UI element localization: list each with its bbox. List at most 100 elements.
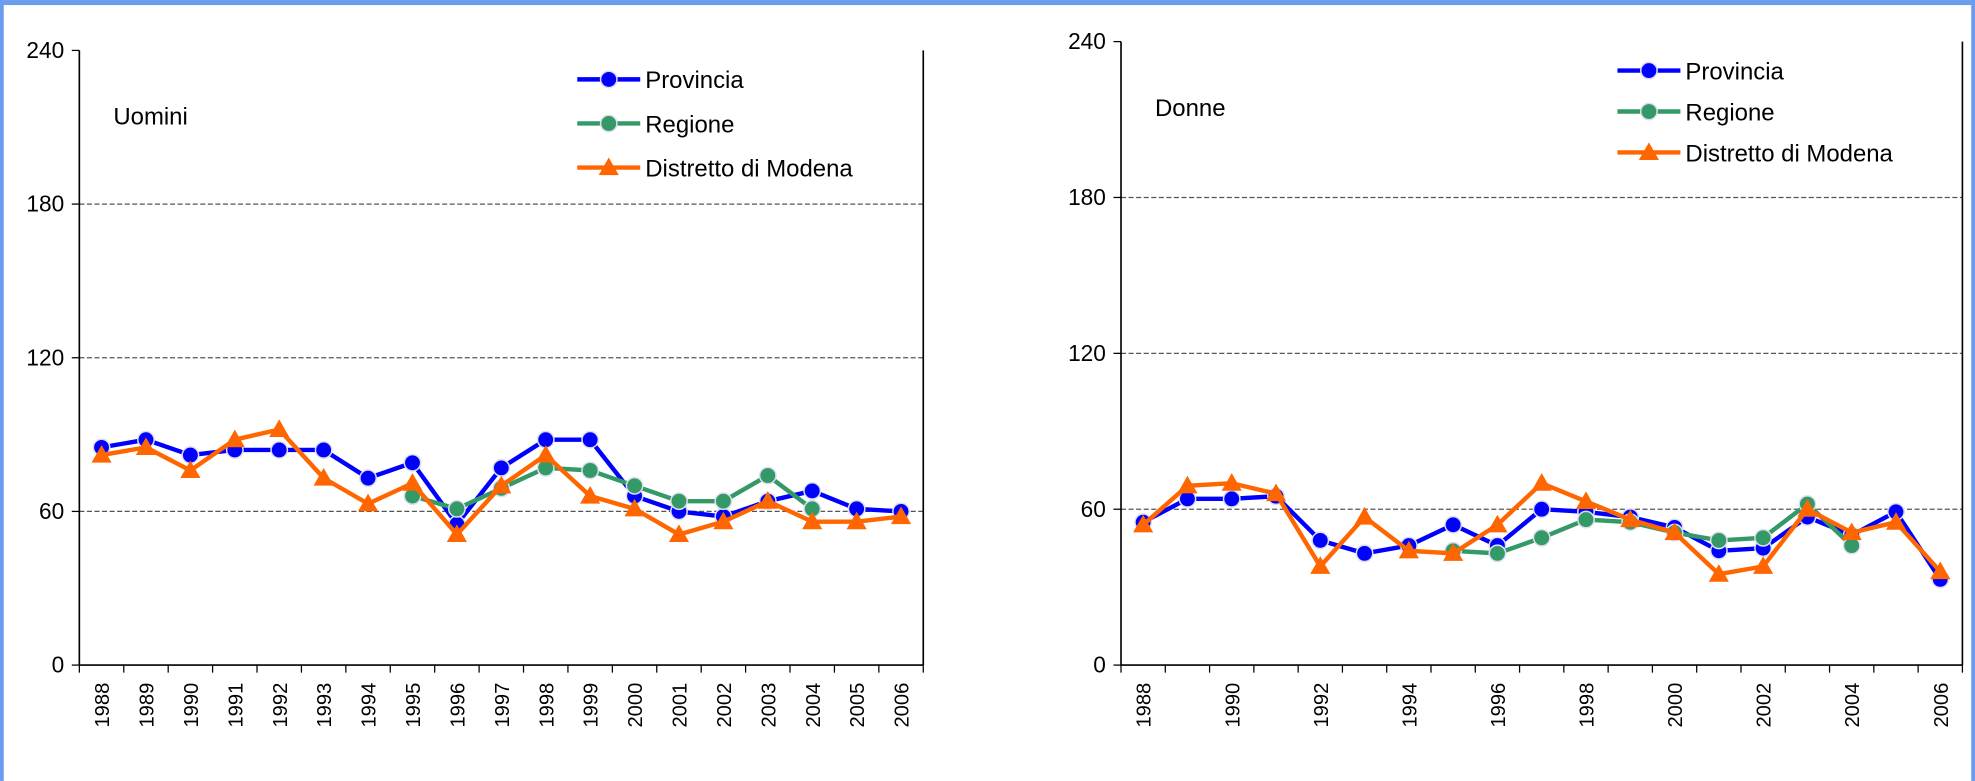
marker: [1487, 514, 1508, 533]
marker: [135, 437, 157, 455]
marker: [1708, 564, 1729, 582]
x-tick-label: 1988: [1134, 683, 1156, 728]
marker: [1265, 483, 1287, 502]
annotation: Uomini: [113, 104, 187, 131]
marker: [357, 493, 379, 512]
legend-marker: [598, 157, 619, 176]
x-tick-label: 1998: [536, 683, 558, 728]
marker: [670, 492, 688, 511]
x-tick-label: 2000: [625, 683, 647, 728]
marker: [1753, 556, 1774, 574]
legend-marker: [599, 70, 618, 89]
marker: [180, 460, 201, 478]
y-tick-label: 180: [1068, 184, 1106, 210]
legend-label: Regione: [1685, 99, 1774, 126]
x-tick-label: 2002: [714, 683, 736, 728]
x-tick-label: 1991: [225, 683, 247, 728]
marker: [492, 458, 511, 477]
marker: [625, 476, 644, 495]
marker: [91, 444, 112, 463]
x-tick-label: 1994: [359, 683, 381, 728]
marker: [447, 499, 466, 518]
marker: [846, 511, 867, 530]
x-tick-label: 1994: [1399, 683, 1421, 728]
marker: [890, 506, 912, 525]
marker: [270, 441, 289, 459]
x-tick-label: 2001: [670, 683, 692, 728]
marker: [314, 441, 333, 459]
marker: [1532, 500, 1551, 519]
marker: [668, 524, 690, 543]
marker: [1133, 514, 1154, 533]
marker: [1754, 528, 1773, 547]
chart: 0 60 120 180 240 1988 1989 1990 1991 1992 1993 1994…: [26, 37, 925, 728]
marker: [1311, 531, 1330, 550]
x-tick-label: 2003: [758, 683, 780, 728]
marker: [1355, 544, 1374, 563]
marker: [1222, 489, 1241, 508]
x-tick-label: 1996: [447, 683, 469, 728]
marker: [403, 453, 422, 472]
legend-label: Provincia: [645, 67, 744, 94]
marker: [580, 485, 601, 504]
marker: [1532, 528, 1551, 547]
x-tick-label: 1993: [314, 683, 336, 728]
y-tick-label: 60: [39, 498, 64, 524]
legend-label: Regione: [645, 111, 734, 138]
marker: [224, 429, 245, 448]
marker: [1841, 522, 1862, 541]
x-tick-label: 2006: [892, 683, 914, 728]
x-tick-label: 1999: [581, 683, 603, 728]
x-tick-label: 1997: [492, 683, 514, 728]
marker: [402, 473, 423, 491]
marker: [581, 461, 600, 480]
y-tick-label: 120: [26, 344, 64, 370]
y-tick-label: 0: [1093, 652, 1106, 678]
y-tick-label: 240: [26, 37, 64, 63]
marker: [1575, 491, 1597, 509]
y-tick-label: 240: [1068, 28, 1106, 54]
x-tick-label: 1998: [1577, 683, 1599, 728]
marker: [802, 511, 823, 530]
y-tick-label: 60: [1081, 496, 1106, 522]
marker: [359, 469, 378, 488]
x-tick-label: 1989: [137, 683, 159, 728]
marker: [757, 491, 778, 509]
x-tick-label: 2000: [1665, 683, 1687, 728]
x-tick-label: 2004: [1842, 683, 1864, 728]
marker: [1620, 509, 1641, 528]
marker: [1310, 556, 1331, 574]
marker: [1221, 473, 1242, 491]
marker: [1709, 531, 1728, 550]
marker: [714, 492, 733, 511]
y-tick-label: 120: [1068, 340, 1106, 366]
y-tick-label: 180: [26, 191, 64, 217]
legend-marker: [1638, 142, 1659, 160]
marker: [758, 466, 777, 485]
legend-marker: [1639, 102, 1658, 121]
marker: [535, 444, 556, 463]
marker: [803, 481, 822, 500]
x-tick-label: 2002: [1754, 683, 1776, 728]
marker: [1398, 540, 1419, 559]
marker: [1444, 515, 1463, 534]
marker: [1177, 475, 1198, 494]
x-tick-label: 1995: [403, 683, 425, 728]
marker: [1797, 499, 1818, 517]
marker: [1354, 506, 1375, 525]
x-tick-label: 1996: [1488, 683, 1510, 728]
series-line: [411, 465, 814, 512]
marker: [1664, 522, 1685, 541]
marker: [1443, 543, 1464, 561]
left-border: [0, 0, 4, 781]
marker: [313, 468, 334, 486]
marker: [269, 419, 290, 438]
legend-label: Distretto di Modena: [1685, 140, 1893, 167]
top-border: [0, 0, 1975, 6]
marker: [1531, 473, 1552, 491]
annotation: Donne: [1155, 95, 1226, 122]
x-tick-label: 1992: [1311, 683, 1333, 728]
